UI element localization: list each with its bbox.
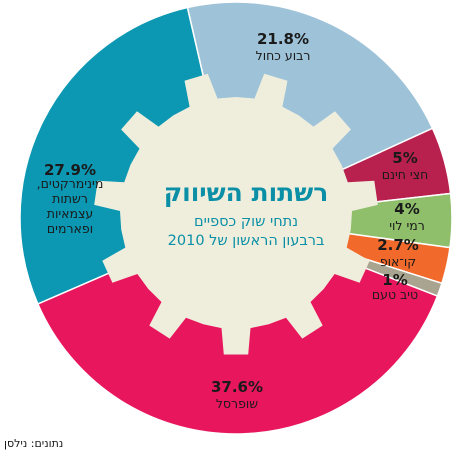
slice-value-coop: 2.7% xyxy=(377,236,419,254)
slice-value-shufersal: 37.6% xyxy=(211,378,263,396)
slice-label-ravua-kahol: רבוע כחול xyxy=(256,48,311,63)
slice-label-hatzi-hinam: חצי חינם xyxy=(382,167,429,182)
slice-label-tiv-taam: טיב טעם xyxy=(372,287,418,302)
slice-value-tiv-taam: 1% xyxy=(382,271,407,289)
gear-shape xyxy=(94,73,378,355)
slice-label-minimarkets-line-4: ופארמים xyxy=(47,221,93,236)
slice-label-minimarkets-line-3: עצמאיות xyxy=(47,206,94,221)
slice-label-minimarkets-line-1: מינימרקטים, xyxy=(37,176,104,191)
slice-label-minimarkets-line-2: רשתות xyxy=(52,191,88,206)
slice-label-coop: קו־אופ xyxy=(380,254,416,269)
chart-subtitle-line-2: ברבעון הראשון של 2010 xyxy=(168,233,325,249)
slice-label-rami-levy: רמי לוי xyxy=(389,218,425,233)
slice-value-hatzi-hinam: 5% xyxy=(392,149,417,167)
slice-value-rami-levy: 4% xyxy=(394,200,419,218)
slice-label-shufersal: שופרסל xyxy=(216,396,258,411)
slice-value-minimarkets: 27.9% xyxy=(44,161,96,179)
source-note: נתונים: נילסן xyxy=(4,437,64,450)
chart-title: רשתות השיווק xyxy=(164,178,329,207)
chart-subtitle-line-1: נתחי שוק כספיים xyxy=(194,214,298,230)
slice-labels: 21.8%רבוע כחול 5%חצי חינם 4%רמי לוי 2.7%קו־… xyxy=(37,30,429,411)
slice-value-ravua-kahol: 21.8% xyxy=(257,30,309,48)
